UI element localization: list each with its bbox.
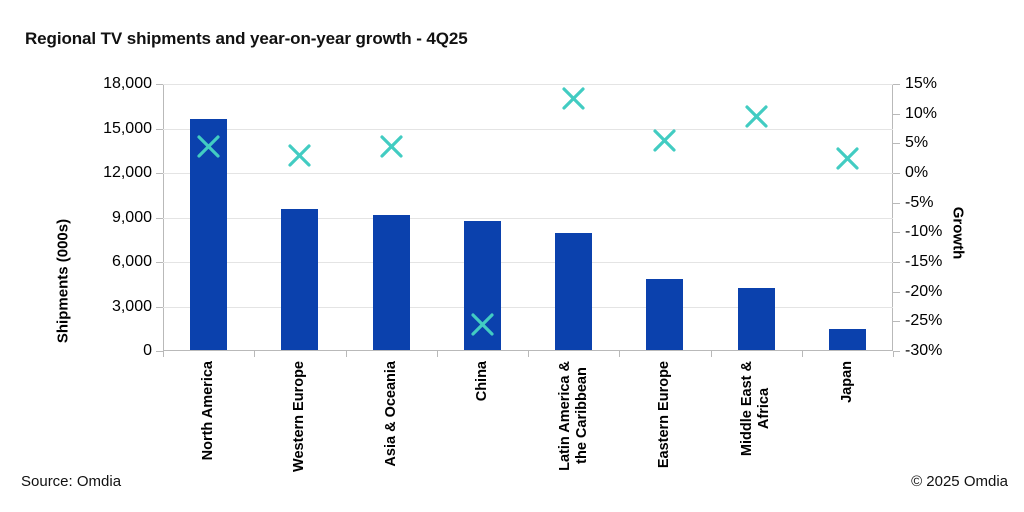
- right-axis-tick-label: -20%: [905, 282, 943, 300]
- category-axis-tickmark: [528, 351, 529, 357]
- category-label: Western Europe: [291, 361, 308, 472]
- x-marker-stroke: [197, 135, 220, 158]
- gridline: [163, 262, 893, 263]
- copyright-note: © 2025 Omdia: [911, 473, 1008, 490]
- x-marker-stroke: [562, 87, 585, 110]
- right-axis-tick-label: -5%: [905, 193, 934, 211]
- plot-area: [163, 84, 893, 351]
- x-marker-stroke: [653, 129, 676, 152]
- left-axis-tick-label: 6,000: [111, 253, 152, 270]
- right-axis-tickmark: [893, 232, 900, 234]
- bottom-axis-line: [163, 350, 893, 351]
- x-marker-stroke: [380, 135, 403, 158]
- right-axis-tickmark: [893, 84, 900, 85]
- left-axis-tickmark: [156, 262, 163, 263]
- category-cell: Japan: [802, 361, 893, 403]
- shipments-bar-8: [828, 329, 866, 350]
- right-axis-tickmark: [893, 291, 900, 293]
- category-cell: Western Europe: [254, 361, 345, 472]
- category-label: Eastern Europe: [656, 361, 673, 469]
- right-axis-tick-label: -10%: [905, 223, 943, 241]
- growth-x-marker-5: [562, 87, 585, 110]
- right-axis-tick-label: 5%: [905, 134, 929, 152]
- right-axis-tick-label: 0%: [905, 164, 929, 181]
- left-axis-tickmark: [156, 84, 163, 85]
- growth-x-marker-8: [836, 147, 859, 170]
- source-note: Source: Omdia: [21, 473, 122, 490]
- shipments-bar-4: [463, 220, 501, 350]
- shipments-bar-5: [555, 232, 593, 350]
- right-axis-tick-label: -25%: [905, 312, 943, 330]
- left-axis-tick-label: 3,000: [111, 297, 152, 315]
- right-axis-tickmark: [893, 173, 900, 174]
- gridline: [163, 217, 893, 219]
- shipments-bar-6: [646, 278, 684, 350]
- growth-x-marker-2: [288, 144, 311, 167]
- category-label: Japan: [838, 361, 855, 403]
- category-cell: Asia & Oceania: [346, 361, 437, 467]
- x-marker-stroke: [288, 144, 311, 167]
- growth-x-marker-4: [471, 313, 494, 336]
- right-axis-tick-label: -30%: [905, 342, 943, 359]
- category-cell: Middle East & Africa: [711, 361, 802, 456]
- right-axis-tick-label: 10%: [905, 104, 938, 122]
- left-axis-tickmark: [156, 173, 163, 174]
- right-axis-tickmark: [893, 143, 900, 145]
- growth-x-marker-7: [745, 105, 768, 128]
- category-axis-tickmark: [345, 351, 347, 357]
- category-axis-tickmark: [893, 351, 894, 357]
- right-axis-tickmark: [893, 351, 900, 352]
- chart-title: Regional TV shipments and year-on-year g…: [25, 29, 468, 48]
- x-marker-stroke: [471, 313, 494, 336]
- category-label: China: [473, 361, 490, 402]
- category-label: Middle East & Africa: [739, 361, 773, 457]
- category-axis-tickmark: [254, 351, 256, 357]
- left-axis-tick-label: 18,000: [103, 75, 152, 92]
- left-axis-title: Shipments (000s): [54, 218, 72, 344]
- shipments-bar-7: [737, 287, 775, 350]
- x-marker-stroke: [745, 105, 768, 128]
- growth-x-marker-1: [197, 135, 220, 158]
- left-axis-tick-label: 15,000: [103, 119, 152, 137]
- category-label: North America: [200, 361, 217, 461]
- gridline: [163, 306, 893, 308]
- right-axis-tickmark: [893, 262, 900, 263]
- left-axis-tick-label: 12,000: [103, 164, 152, 181]
- right-axis-tickmark: [893, 321, 900, 323]
- right-axis-tickmark: [893, 202, 900, 204]
- left-axis-tickmark: [156, 128, 163, 130]
- left-axis-tickmark: [156, 351, 163, 352]
- shipments-bar-2: [281, 209, 319, 350]
- right-axis-tick-label: -15%: [905, 253, 943, 270]
- growth-x-marker-3: [380, 135, 403, 158]
- category-axis-tickmark: [710, 351, 712, 357]
- category-cell: China: [437, 361, 528, 401]
- category-axis-tickmark: [436, 351, 438, 357]
- category-label: Latin America & the Caribbean: [556, 361, 590, 471]
- left-axis-tick-label: 0: [143, 342, 152, 359]
- right-axis-tickmark: [893, 113, 900, 115]
- gridline: [163, 128, 893, 130]
- category-cell: Latin America & the Caribbean: [528, 361, 619, 471]
- x-marker-stroke: [836, 147, 859, 170]
- growth-x-marker-6: [653, 129, 676, 152]
- category-axis-tickmark: [801, 351, 803, 357]
- category-axis-labels: North America Western Europe Asia & Oceani…: [163, 361, 893, 479]
- gridline: [163, 84, 893, 85]
- left-axis-tick-label: 9,000: [111, 208, 152, 226]
- category-label: Asia & Oceania: [382, 361, 399, 467]
- shipments-bar-3: [372, 215, 410, 350]
- left-axis-tickmark: [156, 217, 163, 219]
- left-axis-tickmark: [156, 306, 163, 308]
- category-cell: Eastern Europe: [619, 361, 710, 468]
- category-axis-tickmark: [619, 351, 621, 357]
- shipments-bar-1: [190, 118, 228, 350]
- category-cell: North America: [163, 361, 254, 460]
- gridline: [163, 173, 893, 174]
- category-axis-tickmark: [163, 351, 164, 357]
- right-axis-tick-label: 15%: [905, 75, 938, 92]
